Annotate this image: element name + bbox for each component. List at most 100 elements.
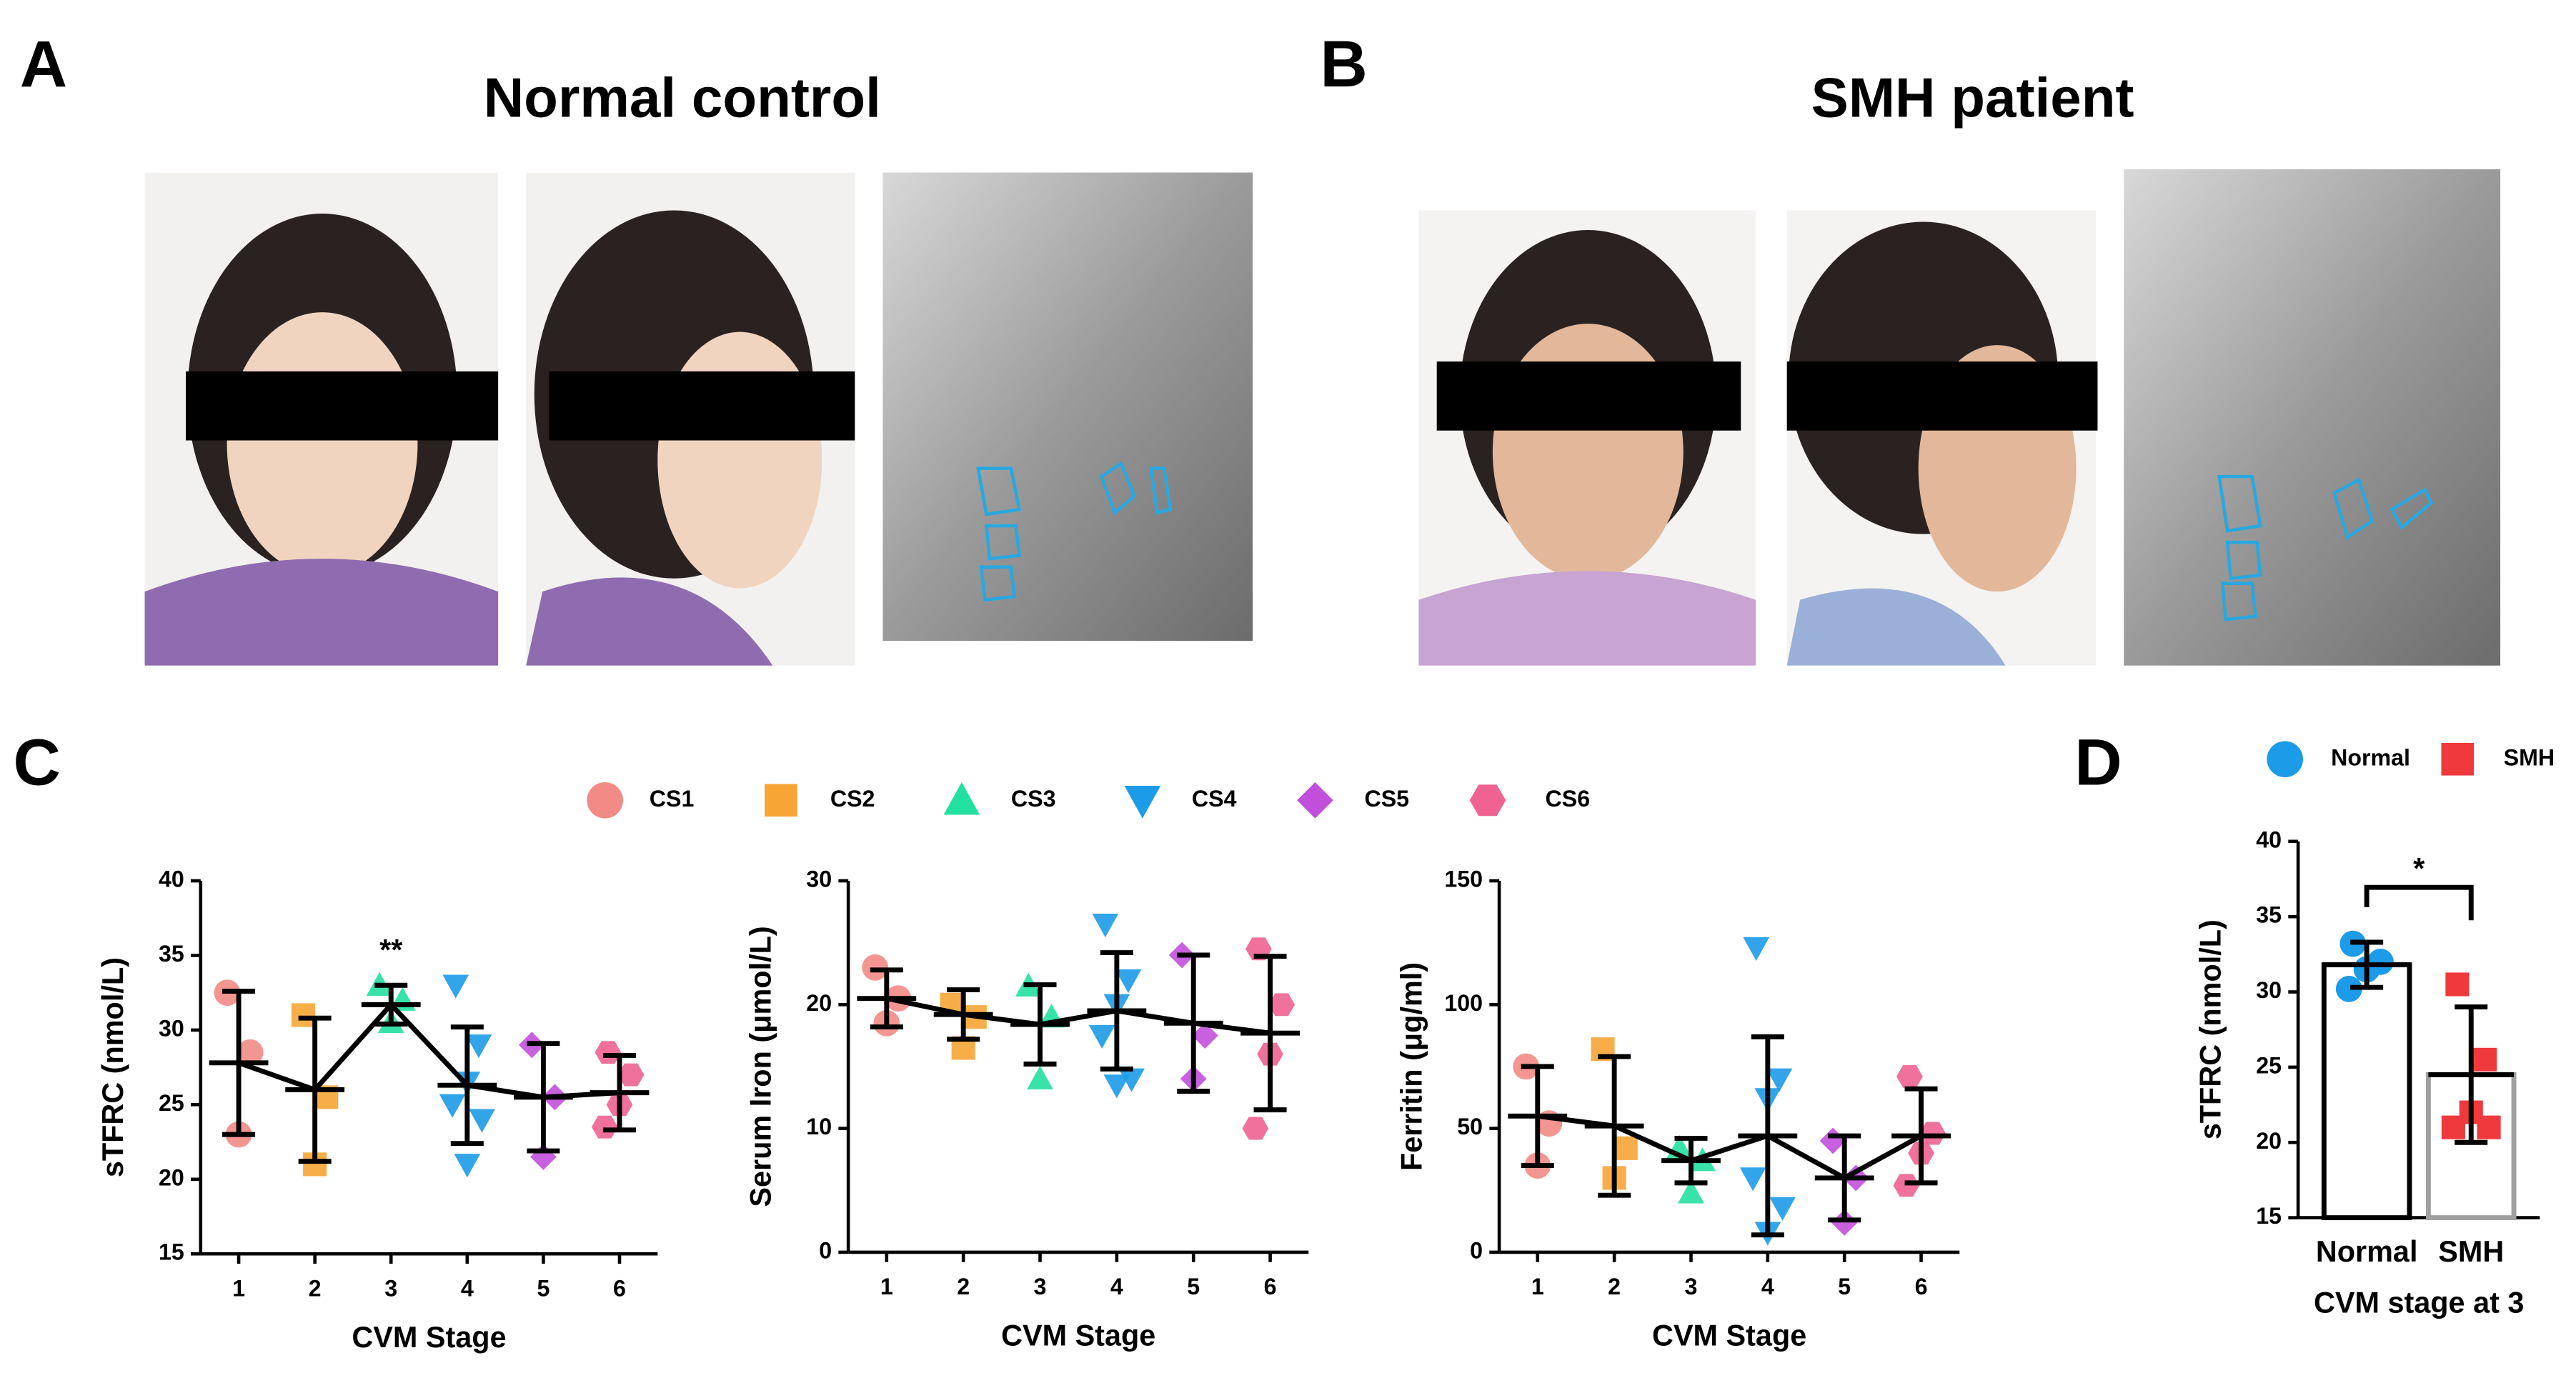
panel-letter: A bbox=[20, 28, 67, 101]
marker bbox=[291, 1003, 316, 1027]
marker bbox=[2477, 1115, 2501, 1139]
bracket bbox=[2364, 884, 2474, 921]
y-tick-label: 50 bbox=[1457, 1114, 1483, 1139]
x-tick-label: 3 bbox=[1034, 1274, 1047, 1299]
marker bbox=[442, 974, 469, 999]
marker bbox=[237, 1039, 264, 1066]
legend-label: SMH bbox=[2504, 744, 2555, 770]
photo-xray bbox=[882, 172, 1253, 641]
x-tick-label: SMH bbox=[2438, 1235, 2504, 1268]
x-tick-label: 5 bbox=[537, 1275, 549, 1301]
marker bbox=[1027, 1065, 1053, 1090]
marker bbox=[862, 954, 889, 981]
y-tick-label: 30 bbox=[806, 867, 832, 892]
face bbox=[657, 331, 822, 589]
marker bbox=[1769, 1197, 1796, 1221]
marker bbox=[1115, 969, 1142, 994]
marker bbox=[1893, 1174, 1920, 1197]
photo-title: SMH patient bbox=[1811, 66, 2134, 129]
face bbox=[227, 312, 418, 576]
marker bbox=[1118, 1068, 1145, 1092]
y-tick-label: 20 bbox=[806, 990, 832, 1016]
marker bbox=[1124, 786, 1161, 819]
marker bbox=[1743, 937, 1770, 962]
marker bbox=[2335, 975, 2362, 1002]
marker bbox=[1766, 1068, 1793, 1092]
eye-bar bbox=[186, 371, 499, 441]
y-tick-label: 20 bbox=[159, 1164, 184, 1190]
x-axis-title: CVM stage at 3 bbox=[2314, 1286, 2524, 1319]
y-tick-label: 35 bbox=[2256, 902, 2282, 928]
photo-title: Normal control bbox=[484, 66, 881, 129]
legend-label: CS5 bbox=[1364, 786, 1409, 812]
panel-letter: B bbox=[1320, 28, 1367, 101]
x-tick-label: 4 bbox=[1110, 1274, 1123, 1299]
tracing bbox=[976, 461, 1173, 602]
x-axis-title: CVM Stage bbox=[1652, 1319, 1806, 1352]
legend-label: CS2 bbox=[830, 786, 875, 812]
x-tick-label: 6 bbox=[613, 1275, 626, 1301]
y-tick-label: 25 bbox=[159, 1090, 184, 1116]
y-tick-label: 40 bbox=[159, 867, 184, 892]
marker bbox=[2472, 1047, 2497, 1072]
clothes bbox=[144, 559, 499, 666]
marker bbox=[2445, 972, 2470, 997]
x-tick-label: 4 bbox=[1761, 1274, 1774, 1299]
x-tick-label: 6 bbox=[1915, 1274, 1928, 1299]
marker bbox=[1613, 1136, 1638, 1160]
marker bbox=[439, 1094, 466, 1118]
x-tick-label: 5 bbox=[1187, 1274, 1200, 1299]
marker bbox=[2441, 743, 2475, 776]
y-tick-label: 35 bbox=[159, 941, 184, 967]
marker bbox=[943, 782, 980, 815]
x-tick-label: 2 bbox=[957, 1274, 970, 1299]
marker bbox=[1919, 1122, 1946, 1145]
tracing bbox=[2217, 474, 2434, 621]
marker bbox=[2441, 1115, 2465, 1139]
clothes bbox=[1786, 588, 2006, 666]
annotation: ** bbox=[379, 934, 403, 967]
marker bbox=[595, 1041, 622, 1064]
clothes bbox=[526, 577, 773, 666]
y-tick-label: 0 bbox=[819, 1237, 832, 1263]
x-tick-label: 1 bbox=[1531, 1274, 1544, 1299]
x-tick-label: 3 bbox=[1685, 1274, 1698, 1299]
marker bbox=[1739, 1167, 1766, 1192]
marker bbox=[1191, 1022, 1218, 1049]
clothes bbox=[1418, 571, 1756, 666]
x-axis-title: CVM Stage bbox=[352, 1321, 506, 1354]
legend-label: CS6 bbox=[1546, 786, 1591, 812]
y-axis-title: Ferritin (μg/ml) bbox=[1395, 962, 1428, 1171]
marker bbox=[1103, 1074, 1130, 1099]
x-tick-label: 2 bbox=[1608, 1274, 1621, 1299]
panel-letter: C bbox=[14, 727, 61, 799]
marker bbox=[469, 1109, 495, 1133]
marker bbox=[1831, 1209, 1858, 1236]
marker bbox=[1297, 782, 1333, 819]
marker bbox=[1896, 1064, 1923, 1088]
y-tick-label: 10 bbox=[806, 1114, 832, 1139]
x-axis-title: CVM Stage bbox=[1001, 1319, 1155, 1352]
y-tick-label: 15 bbox=[159, 1239, 184, 1265]
x-tick-label: 6 bbox=[1264, 1274, 1277, 1299]
legend-label: CS1 bbox=[650, 786, 695, 812]
x-tick-label: 5 bbox=[1838, 1274, 1851, 1299]
marker bbox=[465, 1034, 492, 1059]
marker bbox=[765, 784, 797, 817]
marker bbox=[591, 1115, 618, 1139]
marker bbox=[1088, 1024, 1115, 1049]
marker bbox=[1469, 784, 1506, 817]
x-tick-label: 1 bbox=[880, 1274, 893, 1299]
marker bbox=[454, 1154, 481, 1178]
marker bbox=[1092, 913, 1119, 938]
y-axis-title: sTFRC (nmol/L) bbox=[96, 957, 129, 1177]
photos bbox=[144, 169, 2501, 666]
x-tick-label: 1 bbox=[232, 1275, 245, 1301]
marker bbox=[2267, 741, 2304, 778]
y-tick-label: 100 bbox=[1444, 990, 1483, 1016]
y-tick-label: 25 bbox=[2256, 1052, 2282, 1078]
y-tick-label: 40 bbox=[2256, 827, 2282, 852]
y-tick-label: 30 bbox=[159, 1015, 184, 1041]
marker bbox=[1678, 1179, 1704, 1204]
